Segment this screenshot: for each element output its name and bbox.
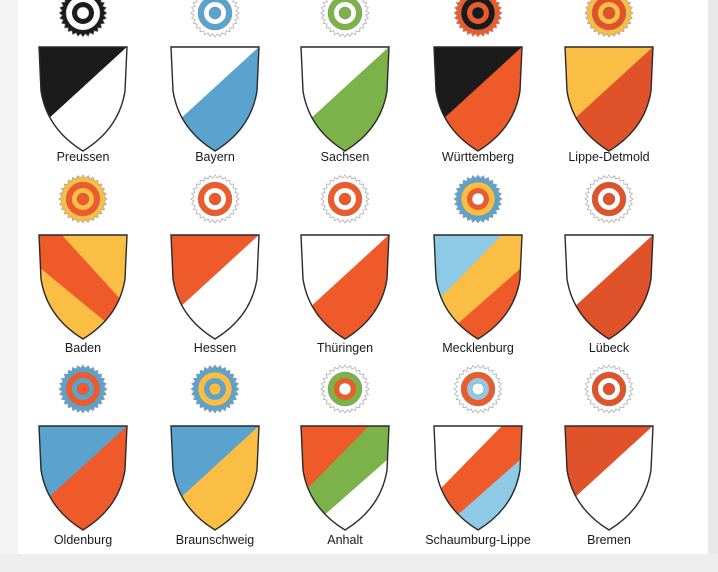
shield-icon <box>433 425 523 531</box>
cockade-icon <box>453 364 503 414</box>
cockade-icon <box>453 174 503 224</box>
right-edge-strip <box>708 0 718 572</box>
cockade-icon <box>190 364 240 414</box>
shield-icon <box>170 234 260 340</box>
shield-icon <box>300 46 390 152</box>
cockade-icon <box>58 364 108 414</box>
shield-icon <box>38 425 128 531</box>
state-name-label: Thüringen <box>316 341 374 355</box>
cockade-icon <box>320 364 370 414</box>
shield-icon <box>433 46 523 152</box>
state-name-label: Braunschweig <box>175 533 255 547</box>
cockade-icon <box>584 364 634 414</box>
shield-icon <box>38 234 128 340</box>
state-name-label: Baden <box>64 341 102 355</box>
state-name-label: Bayern <box>195 150 235 164</box>
shield-icon <box>170 425 260 531</box>
state-name-label: Anhalt <box>327 533 363 547</box>
state-name-label: Bremen <box>587 533 631 547</box>
state-name-label: Hessen <box>193 341 237 355</box>
state-name-label: Württemberg <box>441 150 515 164</box>
cockade-icon <box>320 0 370 38</box>
shield-icon <box>300 425 390 531</box>
shield-icon <box>170 46 260 152</box>
cockade-icon <box>453 0 503 38</box>
bottom-edge-strip <box>0 554 718 572</box>
shield-icon <box>564 234 654 340</box>
shield-icon <box>300 234 390 340</box>
cockade-icon <box>190 0 240 38</box>
shield-icon <box>564 46 654 152</box>
cockade-icon <box>584 174 634 224</box>
state-name-label: Lippe-Detmold <box>568 150 650 164</box>
cockade-icon <box>584 0 634 38</box>
state-name-label: Oldenburg <box>53 533 113 547</box>
shield-icon <box>433 234 523 340</box>
state-name-label: Lübeck <box>588 341 630 355</box>
cockade-icon <box>58 0 108 38</box>
shield-icon <box>38 46 128 152</box>
state-name-label: Mecklenburg <box>442 341 514 355</box>
shield-icon <box>564 425 654 531</box>
state-name-label: Schaumburg-Lippe <box>425 533 531 547</box>
state-name-label: Preussen <box>56 150 110 164</box>
cockade-icon <box>320 174 370 224</box>
cockade-icon <box>58 174 108 224</box>
cockade-icon <box>190 174 240 224</box>
state-name-label: Sachsen <box>320 150 370 164</box>
